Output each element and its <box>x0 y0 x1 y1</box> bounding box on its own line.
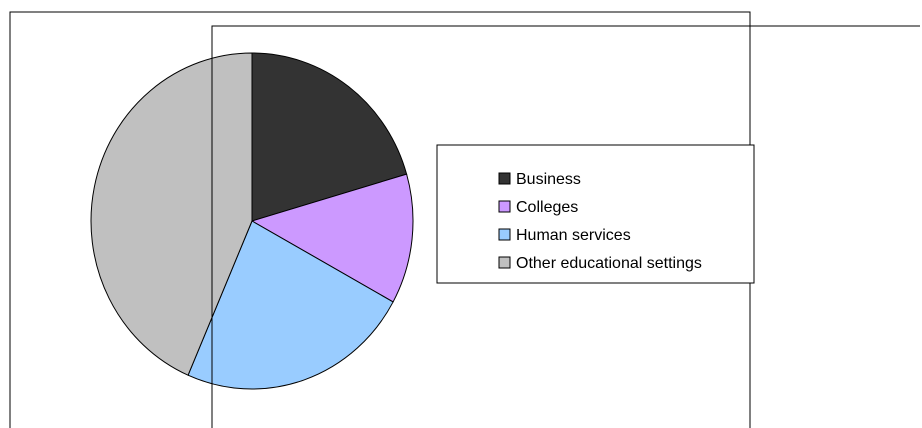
legend: Business Colleges Human services Other educ… <box>498 171 702 272</box>
legend-swatch-colleges <box>498 200 511 213</box>
legend-label-business: Business <box>516 171 581 188</box>
legend-label-other-educational-settings: Other educational settings <box>516 255 702 272</box>
legend-box <box>436 144 755 284</box>
pie-slice-human-services <box>187 220 394 390</box>
legend-swatch-other-educational-settings <box>498 256 511 269</box>
pie-slice-business <box>251 52 408 222</box>
legend-swatch-human-services <box>498 228 511 241</box>
legend-swatch-business <box>498 172 511 185</box>
pie-slices <box>90 52 414 390</box>
legend-label-colleges: Colleges <box>516 199 578 216</box>
pie-slice-colleges <box>250 173 414 303</box>
legend-label-human-services: Human services <box>516 227 631 244</box>
plot-area-frame <box>211 25 920 428</box>
